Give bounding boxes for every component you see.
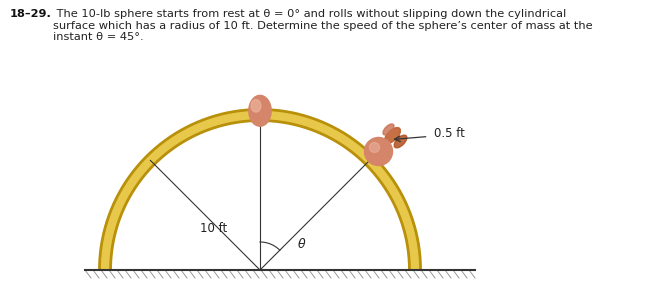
Text: θ: θ [298,238,306,252]
Ellipse shape [385,128,400,143]
Text: 18–29.: 18–29. [10,9,52,19]
Ellipse shape [249,95,272,126]
Circle shape [365,137,393,165]
Ellipse shape [383,124,394,135]
Ellipse shape [251,100,261,112]
Circle shape [369,142,380,153]
Text: The 10-lb sphere starts from rest at θ = 0° and rolls without slipping down the : The 10-lb sphere starts from rest at θ =… [53,9,593,42]
Text: 0.5 ft: 0.5 ft [434,127,465,140]
Text: 10 ft: 10 ft [200,222,227,235]
Ellipse shape [394,135,407,148]
